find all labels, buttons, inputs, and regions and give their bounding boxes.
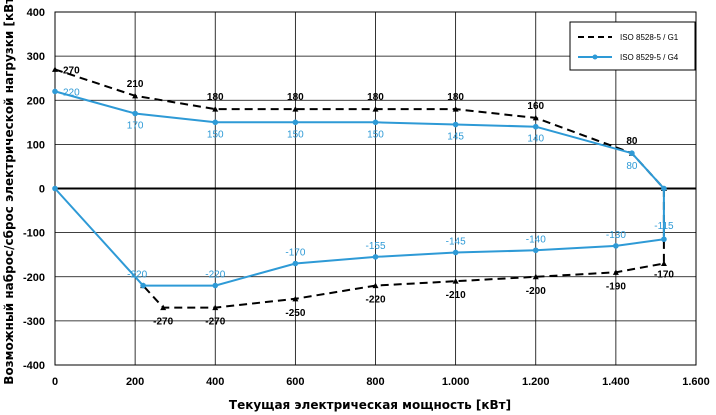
series-1-point xyxy=(452,121,459,128)
series-0-point xyxy=(132,92,139,99)
y-tick-label: 300 xyxy=(27,51,45,63)
x-tick-label: 800 xyxy=(366,376,384,388)
legend-label-iso-8528: ISO 8528-5 / G1 xyxy=(620,33,679,42)
data-label: 180 xyxy=(287,92,304,103)
series-group xyxy=(52,66,667,311)
y-tick-label: 0 xyxy=(39,184,45,196)
data-label: 140 xyxy=(527,134,544,145)
data-label: -220 xyxy=(365,295,385,306)
series-1-point xyxy=(661,236,667,243)
y-tick-label: 200 xyxy=(27,95,45,107)
series-1-point xyxy=(613,243,619,249)
data-label: -170 xyxy=(285,248,305,259)
x-axis-title: Текущая электрическая мощность [кВт] xyxy=(229,398,511,412)
data-label: 150 xyxy=(287,129,304,140)
data-label: 150 xyxy=(367,129,384,140)
y-tick-label: -400 xyxy=(23,360,45,372)
data-label: 220 xyxy=(63,87,80,98)
series-1-point xyxy=(132,110,138,117)
y-tick-label: -100 xyxy=(23,228,45,240)
legend-label-iso-8529: ISO 8529-5 / G4 xyxy=(620,53,679,62)
series-0-point xyxy=(52,66,58,72)
x-tick-label: 1.400 xyxy=(602,376,630,388)
data-label: 170 xyxy=(127,120,144,131)
series-0-point xyxy=(212,304,219,311)
data-label: -200 xyxy=(526,286,546,297)
series-line-1 xyxy=(54,90,665,287)
data-label: 80 xyxy=(626,136,638,147)
series-0-point xyxy=(372,106,379,112)
y-tick-label: 400 xyxy=(27,7,45,19)
x-tick-label: 400 xyxy=(206,376,224,388)
series-0-point xyxy=(160,304,167,311)
x-tick-label: 0 xyxy=(52,376,58,388)
series-1-point xyxy=(52,88,58,95)
data-label: -145 xyxy=(446,236,466,247)
data-label: -115 xyxy=(654,221,674,232)
series-0-point xyxy=(660,260,667,267)
data-labels: 270 210 180 180 180 180 160 80 -170 -190 -200 -210 -… xyxy=(63,65,674,327)
series-1-point xyxy=(452,249,459,256)
y-axis-title: Возможный наброс/сброс электрической наг… xyxy=(2,0,16,385)
data-label: -155 xyxy=(365,241,385,252)
data-label: 210 xyxy=(127,79,144,90)
legend: ISO 8528-5 / G1 ISO 8529-5 / G4 xyxy=(569,21,696,71)
y-tick-label: -300 xyxy=(23,316,45,328)
series-0-point xyxy=(212,106,219,112)
series-1-point xyxy=(140,282,146,289)
data-label: -210 xyxy=(446,290,466,301)
series-0-point xyxy=(452,106,459,112)
series-0-point xyxy=(532,114,539,121)
x-tick-label: 600 xyxy=(286,376,304,388)
data-label: -190 xyxy=(606,281,626,292)
series-1-point xyxy=(629,150,635,156)
series-1-point xyxy=(661,185,667,192)
series-0-point xyxy=(292,295,299,302)
legend-box xyxy=(569,21,696,71)
series-1-point xyxy=(292,119,299,126)
data-label: -270 xyxy=(205,317,225,328)
series-1-point xyxy=(212,282,219,289)
x-tick-label: 1.200 xyxy=(522,376,550,388)
data-label: -140 xyxy=(526,234,546,245)
x-tick-label: 1.000 xyxy=(442,376,470,388)
data-label: 160 xyxy=(527,101,544,112)
series-1-point xyxy=(372,254,379,260)
data-label: 180 xyxy=(207,92,224,103)
data-label: -220 xyxy=(205,270,225,281)
series-0-point xyxy=(612,269,619,275)
tick-labels: 0 200 400 600 800 1.000 1.200 1.400 1.6004003002… xyxy=(23,7,710,388)
data-label: -130 xyxy=(606,230,626,241)
data-label: 180 xyxy=(367,92,384,103)
data-label: -170 xyxy=(654,270,674,281)
series-1-point xyxy=(52,185,58,192)
data-label: -270 xyxy=(153,317,173,328)
series-line-0 xyxy=(54,68,665,309)
series-1-point xyxy=(292,260,299,267)
series-1-point xyxy=(212,119,219,126)
x-tick-label: 1.600 xyxy=(682,376,710,388)
series-1-point xyxy=(372,119,379,126)
data-label: 80 xyxy=(626,161,638,172)
series-0-point xyxy=(372,282,379,289)
data-label: 145 xyxy=(447,132,464,143)
data-label: 180 xyxy=(447,92,464,103)
series-1-point xyxy=(532,123,539,130)
series-1-point xyxy=(532,247,539,254)
data-label: 150 xyxy=(207,129,224,140)
series-0-point xyxy=(292,106,299,112)
series-0-point xyxy=(452,278,459,284)
data-label: -220 xyxy=(127,270,147,281)
data-label: -250 xyxy=(285,308,305,319)
x-tick-label: 200 xyxy=(126,376,144,388)
y-tick-label: 100 xyxy=(27,139,45,151)
data-label: 270 xyxy=(63,65,80,76)
legend-marker-iso-8529 xyxy=(592,54,598,60)
series-0-point xyxy=(532,273,539,280)
y-tick-label: -200 xyxy=(23,272,45,284)
